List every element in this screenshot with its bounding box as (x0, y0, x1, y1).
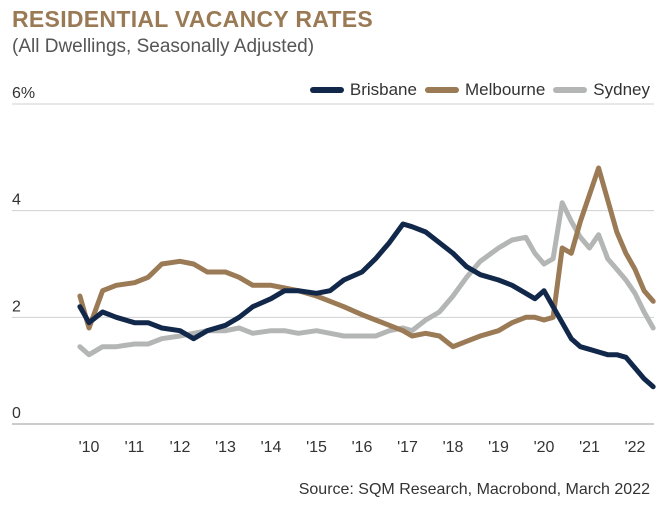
legend-label-sydney: Sydney (593, 80, 650, 99)
chart-subtitle: (All Dwellings, Seasonally Adjusted) (12, 36, 315, 57)
y-tick-label: 4 (12, 192, 21, 209)
legend-item-sydney: Sydney (553, 80, 650, 100)
y-tick-label: 6% (12, 85, 35, 102)
x-tick-label: '21 (579, 439, 600, 456)
x-tick-label: '11 (125, 439, 145, 456)
legend-swatch-brisbane (309, 87, 344, 93)
x-tick-label: '12 (170, 439, 191, 456)
x-tick-label: '18 (443, 439, 464, 456)
x-tick-label: '17 (397, 439, 418, 456)
y-tick-label: 2 (12, 298, 21, 315)
x-tick-label: '22 (625, 439, 646, 456)
y-tick-label: 0 (12, 405, 21, 422)
legend-item-melbourne: Melbourne (424, 80, 546, 100)
x-tick-label: '10 (79, 439, 100, 456)
x-tick-label: '15 (306, 439, 327, 456)
series-line-melbourne (77, 165, 656, 350)
legend-label-melbourne: Melbourne (464, 80, 546, 99)
legend-swatch-melbourne (424, 87, 459, 93)
legend-swatch-sydney (553, 87, 588, 93)
x-tick-label: '20 (534, 439, 555, 456)
legend-item-brisbane: Brisbane (309, 80, 417, 100)
x-tick-label: '14 (261, 439, 282, 456)
x-tick-label: '19 (488, 439, 509, 456)
legend: Brisbane Melbourne Sydney (309, 80, 650, 100)
series-line-brisbane (77, 221, 656, 390)
legend-label-brisbane: Brisbane (349, 80, 417, 99)
chart-title: RESIDENTIAL VACANCY RATES (12, 6, 374, 32)
x-tick-label: '13 (215, 439, 236, 456)
x-tick-label: '16 (352, 439, 373, 456)
source-note: Source: SQM Research, Macrobond, March 2… (298, 481, 650, 498)
